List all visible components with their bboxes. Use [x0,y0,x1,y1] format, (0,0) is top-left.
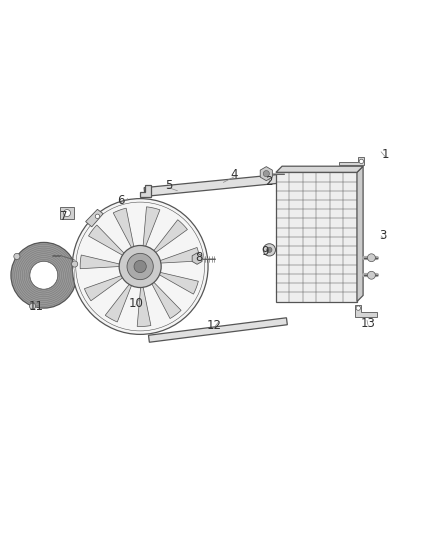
Text: 12: 12 [207,319,222,332]
Circle shape [11,243,77,308]
Text: 7: 7 [60,209,67,223]
Bar [60,207,74,219]
Polygon shape [276,166,363,172]
Polygon shape [156,247,200,263]
Polygon shape [85,274,126,301]
Polygon shape [143,207,160,251]
Circle shape [134,260,146,273]
Text: 6: 6 [117,195,124,207]
Text: 2: 2 [265,175,273,188]
Text: 4: 4 [230,168,238,181]
Polygon shape [260,167,272,181]
Polygon shape [140,185,151,197]
Circle shape [72,199,208,334]
Circle shape [95,214,99,219]
Polygon shape [355,304,377,317]
Polygon shape [150,279,181,319]
Polygon shape [80,255,124,269]
Circle shape [263,244,276,256]
Polygon shape [148,318,287,342]
Polygon shape [144,174,279,196]
Polygon shape [192,253,202,264]
Text: 1: 1 [381,148,389,161]
Polygon shape [137,283,151,327]
Text: 8: 8 [196,251,203,264]
Circle shape [263,171,269,177]
Circle shape [119,246,161,287]
Circle shape [356,306,360,310]
Text: 3: 3 [380,229,387,243]
Circle shape [127,253,153,280]
Text: 13: 13 [360,317,375,330]
Circle shape [30,261,58,289]
Polygon shape [357,166,363,302]
Polygon shape [85,209,103,227]
Text: 9: 9 [261,245,269,257]
Text: 11: 11 [28,300,43,313]
Circle shape [64,209,71,216]
Text: 10: 10 [128,297,143,310]
Circle shape [29,303,35,309]
Circle shape [359,159,364,164]
Circle shape [367,254,375,262]
Circle shape [267,247,272,253]
Polygon shape [276,172,357,302]
Polygon shape [339,157,364,165]
Polygon shape [113,208,134,251]
Polygon shape [88,225,127,257]
Polygon shape [105,281,133,322]
Circle shape [71,261,78,267]
Circle shape [367,271,375,279]
Circle shape [14,253,20,260]
Polygon shape [151,220,187,255]
Text: 5: 5 [165,179,172,192]
Polygon shape [155,271,198,294]
